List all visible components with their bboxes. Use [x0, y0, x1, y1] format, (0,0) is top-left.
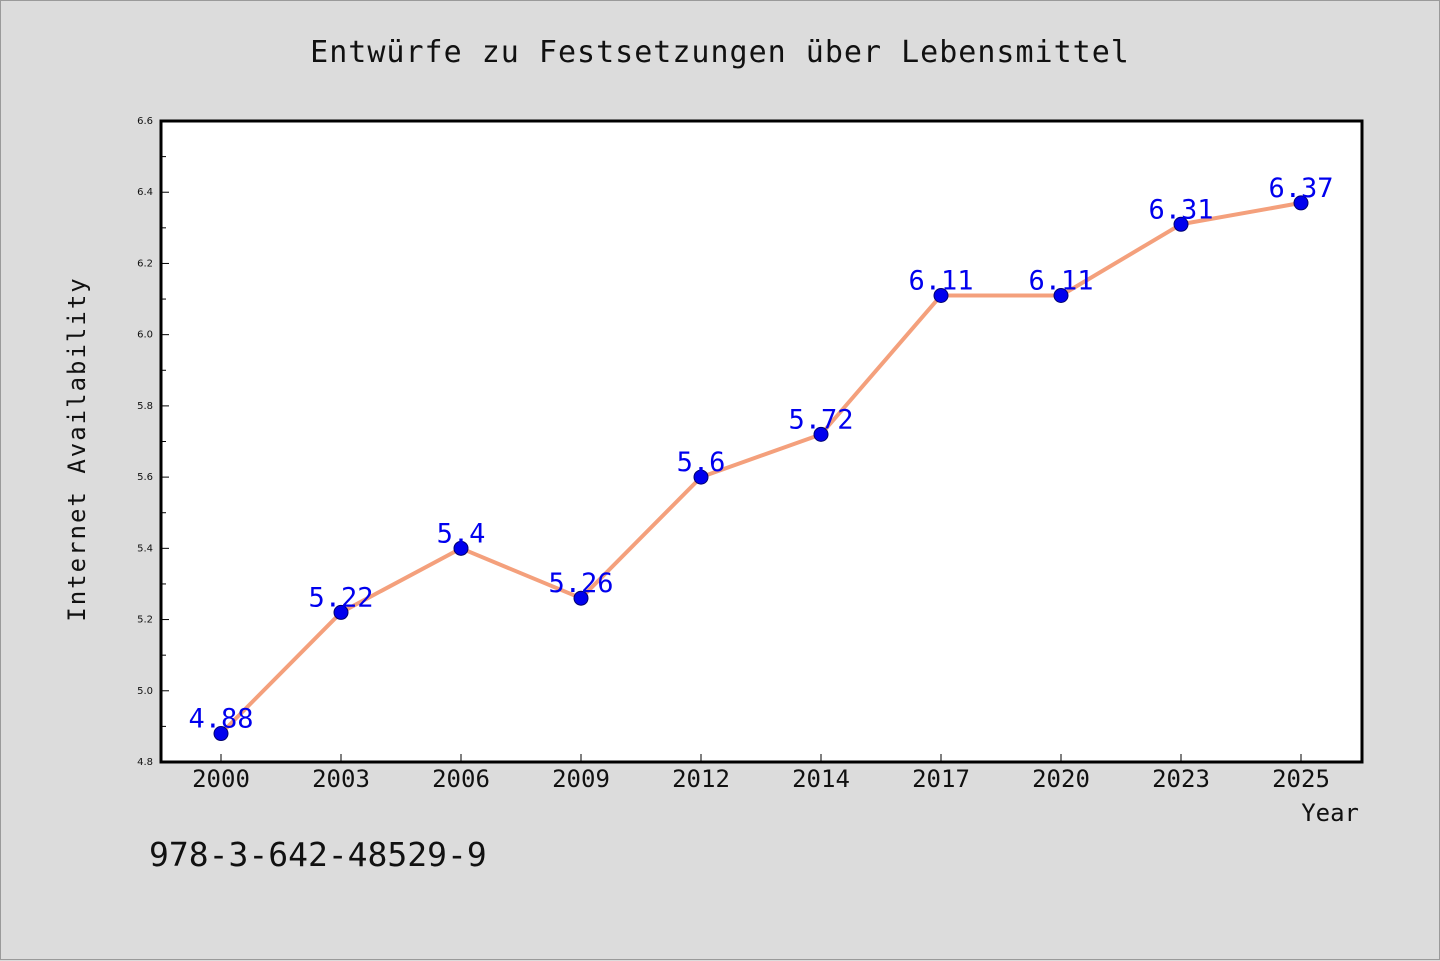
- y-tick-label: 5.6: [137, 472, 153, 483]
- x-tick-label: 2006: [432, 765, 490, 793]
- y-tick-label: 6.2: [137, 258, 153, 269]
- data-point: [213, 726, 229, 742]
- chart-title: Entwürfe zu Festsetzungen über Lebensmit…: [310, 35, 1130, 70]
- y-tick-label: 4.8: [137, 757, 153, 768]
- data-point: [1173, 216, 1189, 232]
- data-point: [933, 287, 949, 303]
- data-point: [1293, 195, 1309, 211]
- y-tick-label: 6.0: [137, 330, 153, 341]
- data-point: [573, 590, 589, 606]
- y-axis: 4.8 5.0 5.2 5.4 5.6 5.8 6.0 6.2 6.4 6.6: [137, 116, 169, 768]
- series-group: [213, 195, 1309, 742]
- data-label: 4.88: [188, 704, 253, 735]
- data-label-group: 4.88 5.22 5.4 5.26 5.6 5.72 6.11 6.11 6.31 6.37: [188, 173, 1333, 735]
- x-axis: 2000 2003 2006 2009 2012 2014 2017 2020 2023 2025: [192, 754, 1330, 793]
- data-label: 6.11: [1028, 265, 1093, 296]
- data-point: [813, 426, 829, 442]
- data-label: 5.4: [437, 518, 486, 549]
- data-point: [1053, 287, 1069, 303]
- data-label: 5.22: [308, 582, 373, 613]
- series-line: [219, 200, 1303, 736]
- data-label: 6.31: [1148, 194, 1213, 225]
- y-axis-label: Internet Availability: [63, 276, 91, 621]
- x-tick-label: 2025: [1272, 765, 1330, 793]
- y-tick-label: 5.0: [137, 686, 153, 697]
- x-tick-label: 2009: [552, 765, 610, 793]
- x-tick-label: 2023: [1152, 765, 1210, 793]
- data-label: 6.11: [908, 265, 973, 296]
- data-label: 5.26: [548, 568, 613, 599]
- y-tick-label: 5.4: [137, 543, 153, 554]
- x-axis-label: Year: [1301, 799, 1359, 827]
- x-tick-label: 2000: [192, 765, 250, 793]
- y-tick-label: 5.2: [137, 615, 153, 626]
- data-point: [453, 540, 469, 556]
- x-tick-label: 2012: [672, 765, 730, 793]
- plot-area: [159, 119, 1364, 764]
- x-tick-label: 2014: [792, 765, 850, 793]
- x-tick-label: 2020: [1032, 765, 1090, 793]
- data-label: 5.72: [788, 404, 853, 435]
- x-tick-label: 2003: [312, 765, 370, 793]
- data-label: 6.37: [1268, 173, 1333, 204]
- data-point: [693, 469, 709, 485]
- isbn-text: 978-3-642-48529-9: [149, 835, 487, 874]
- data-point: [333, 604, 349, 620]
- data-label: 5.6: [677, 447, 726, 478]
- y-tick-label: 6.6: [137, 116, 153, 127]
- x-tick-label: 2017: [912, 765, 970, 793]
- y-tick-label: 5.8: [137, 401, 153, 412]
- y-tick-label: 6.4: [137, 187, 153, 198]
